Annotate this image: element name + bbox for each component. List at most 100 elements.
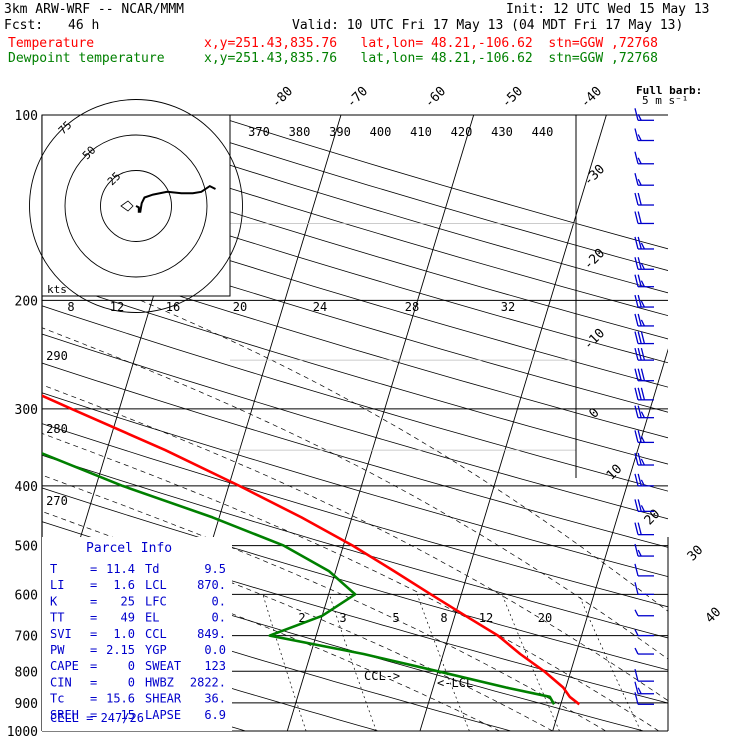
- wind-barb-flag: [634, 473, 639, 487]
- dry-adiabat-line: [42, 592, 512, 731]
- hodograph-speed-label: 8: [67, 300, 74, 314]
- pressure-tick-label: 400: [15, 480, 38, 495]
- parcel-cell: CELL = 247/26: [50, 711, 144, 725]
- parcel-row-eq: =: [90, 578, 97, 592]
- lcl-annotation: <-LCL: [437, 676, 473, 690]
- wind-barb-flag: [634, 387, 639, 400]
- wind-barb-flag: [640, 331, 646, 344]
- parcel-info-title: Parcel Info: [86, 541, 172, 556]
- wind-barb-flag: [637, 430, 642, 443]
- mixing-ratio-label: 8: [440, 611, 447, 625]
- wind-barb: [634, 108, 654, 121]
- mixing-ratio-label: 3: [339, 611, 346, 625]
- parcel-row-label: LI: [50, 578, 64, 592]
- parcel-row-value: 870.: [197, 578, 226, 592]
- wind-barb-flag: [637, 387, 642, 400]
- pressure-tick-label: 300: [15, 403, 38, 418]
- wind-barb-flag: [634, 128, 639, 141]
- wind-barb-flag: [640, 505, 645, 512]
- wind-barb: [634, 692, 654, 705]
- pressure-tick-label: 100: [15, 109, 38, 124]
- storm-motion-icon: [120, 200, 134, 212]
- wind-barb-flag: [637, 331, 642, 344]
- wind-barb-flag: [637, 114, 642, 121]
- isotherm-tick-label: 10: [604, 462, 626, 484]
- isotherm-tick-label: 40: [703, 605, 725, 627]
- valid-time: Valid: 10 UTC Fri 17 May 13 (04 MDT Fri …: [292, 18, 684, 33]
- legend-dewpoint-info: x,y=251.43,835.76 lat,lon= 48.21,-106.62…: [204, 51, 658, 66]
- parcel-row-label: SREH: [50, 708, 79, 722]
- legend-temperature-name: Temperature: [8, 36, 95, 51]
- hodograph-box: [41, 114, 231, 297]
- wind-barb-flag: [634, 347, 639, 361]
- forecast-label: Fcst:: [4, 18, 44, 33]
- wind-barb-flag: [634, 609, 639, 617]
- wind-barb-flag: [640, 411, 645, 418]
- parcel-row-label: CAPE: [50, 659, 79, 673]
- parcel-row-value: 0: [128, 675, 135, 689]
- wind-barb: [634, 274, 654, 288]
- parcel-row-value: 49: [121, 611, 135, 625]
- wind-barb-flag: [640, 280, 645, 288]
- wind-barb-flag: [640, 479, 645, 487]
- wind-barb-flag: [640, 347, 646, 361]
- wind-barb: [634, 387, 654, 401]
- wind-barb-flag: [634, 647, 639, 655]
- wind-barb-flag: [634, 294, 639, 308]
- parcel-row-eq: =: [90, 692, 97, 706]
- wind-barb: [634, 347, 654, 361]
- pressure-tick-label: 600: [15, 588, 38, 603]
- mixing-ratio-label: 2: [298, 611, 305, 625]
- moist-adiabat-line: [42, 511, 553, 731]
- hodograph-speed-label: 20: [233, 300, 247, 314]
- isotherm-tick-label: -80: [269, 84, 296, 111]
- wind-barb-flag: [634, 274, 639, 287]
- wind-barb-flag: [634, 368, 639, 381]
- parcel-row-value: 0.: [212, 611, 226, 625]
- parcel-row-value: 11.4: [106, 562, 135, 576]
- theta-tick-label: 440: [532, 125, 554, 139]
- parcel-row-value: 1.0: [113, 627, 135, 641]
- wind-barb-flag: [637, 178, 642, 186]
- dewpoint-line: [42, 451, 556, 705]
- isotherm-tick-label: 30: [685, 543, 707, 565]
- wind-barb-flag: [637, 499, 642, 512]
- wind-barb-flag: [637, 134, 642, 141]
- wind-barb-flag: [637, 313, 642, 327]
- wind-barb: [634, 294, 654, 308]
- wind-barb-flag: [634, 151, 639, 164]
- theta-tick-label: 420: [451, 125, 473, 139]
- parcel-row-eq: =: [90, 562, 97, 576]
- legend-temperature-info: x,y=251.43,835.76 lat,lon= 48.21,-106.62…: [204, 36, 658, 51]
- parcel-row-label: SWEAT: [145, 659, 181, 673]
- wind-barb: [634, 236, 654, 250]
- hodograph-unit-label: kts: [47, 283, 67, 296]
- wind-barb-flag: [634, 211, 639, 224]
- wind-barb-flag: [634, 192, 639, 206]
- wind-barb: [634, 405, 654, 419]
- parcel-row-value: 25: [121, 594, 135, 608]
- wind-barb: [634, 173, 654, 186]
- wind-barb-flag: [637, 274, 642, 287]
- parcel-row-value: 6.9: [204, 708, 226, 722]
- parcel-row-value: 0.: [212, 594, 226, 608]
- parcel-info-panel: [42, 537, 232, 731]
- wind-barb-flag: [634, 313, 639, 327]
- wind-barb: [634, 368, 654, 382]
- dry-adiabat-line: [42, 333, 668, 520]
- wind-barb-flag: [634, 522, 639, 535]
- init-time: Init: 12 UTC Wed 15 May 13: [506, 2, 710, 17]
- wind-barb: [634, 313, 654, 327]
- wind-barb-flag: [640, 387, 646, 400]
- dry-adiabat-line: [143, 115, 668, 271]
- parcel-row-label: LFC: [145, 594, 167, 608]
- barb-legend-title: Full barb:: [636, 84, 702, 97]
- wind-barb-flag: [637, 211, 642, 224]
- parcel-row-label: SHEAR: [145, 692, 182, 706]
- wind-barb-flag: [637, 257, 642, 270]
- parcel-row-value: 9.5: [204, 562, 226, 576]
- wind-barb-flag: [634, 173, 639, 186]
- parcel-row-label: Td: [145, 562, 159, 576]
- parcel-row-label: SVI: [50, 627, 72, 641]
